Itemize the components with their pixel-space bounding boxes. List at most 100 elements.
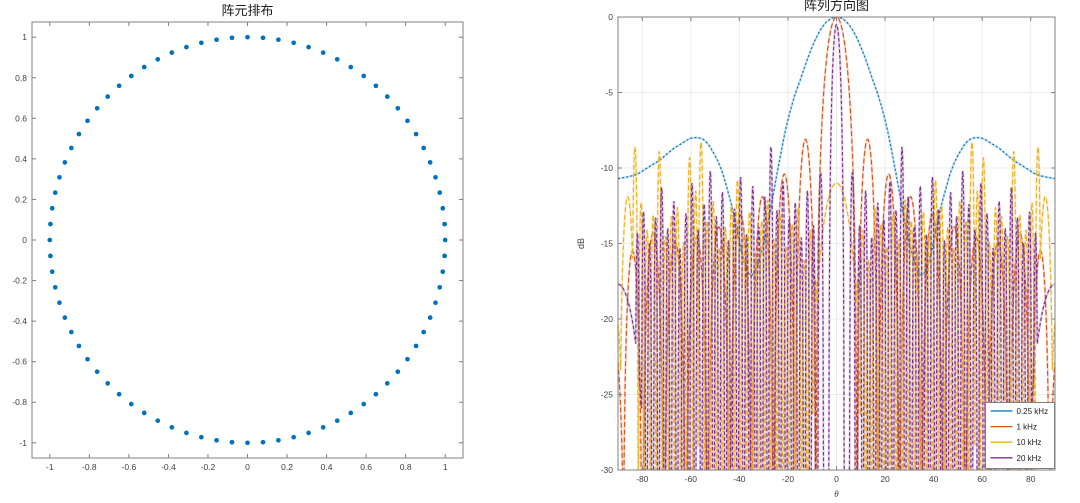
array-element-dot [260, 35, 266, 41]
legend-entry-label: 10 kHz [1017, 438, 1042, 447]
array-element-dot [421, 329, 427, 335]
array-element-dot [128, 73, 134, 79]
array-element-dot [68, 329, 74, 335]
array-element-dot [245, 440, 250, 446]
array-element-dot [141, 410, 147, 416]
array-element-dot [57, 174, 62, 180]
array-element-dot [49, 205, 55, 211]
x-tick-label: 0.8 [400, 462, 412, 472]
array-element-dot [48, 253, 53, 259]
array-element-dot [76, 343, 82, 349]
array-element-dot [198, 40, 204, 46]
array-pattern-frame: -80 -60 -40 -20 0 20 40 60 80 0 -5 -10 -15 -20 -25 -30 阵… [576, 0, 1056, 499]
array-element-dot [245, 34, 250, 40]
x-tick-label: 0.6 [360, 462, 372, 472]
array-element-dot [141, 64, 147, 70]
array-element-dot [320, 425, 326, 430]
array-element-dot [440, 269, 446, 275]
y-tick-label: -0.8 [12, 397, 27, 407]
series-line-1-khz [618, 17, 1055, 470]
array-element-dot [306, 430, 311, 436]
y-tick-label: -0.4 [12, 316, 27, 326]
y-tick-label: 0.8 [15, 73, 27, 83]
array-element-dot [229, 439, 235, 445]
x-tick-label: 60 [977, 474, 987, 484]
array-element-dot [48, 221, 53, 227]
array-element-dot [128, 401, 134, 407]
y-tick-label: 0 [22, 235, 27, 245]
y-tick-label: 0.2 [15, 194, 27, 204]
array-element-dot [291, 40, 297, 46]
array-element-dot [405, 356, 410, 362]
array-element-dot [361, 401, 367, 407]
y-tick-label: 0 [608, 12, 613, 22]
legend-entry-label: 1 kHz [1017, 423, 1037, 432]
x-tick-label: 0 [834, 474, 839, 484]
y-tick-label: -25 [601, 390, 614, 400]
array-element-dot [405, 118, 410, 124]
array-layout-frame: -1 -0.8 -0.6 -0.4 -0.2 0 0.2 0.4 0.6 0.8 1 -1 -0.8 -0… [12, 3, 464, 472]
array-element-dot [433, 174, 438, 180]
legend-entry-label: 20 kHz [1017, 454, 1042, 463]
x-tick-label: 0.2 [281, 462, 293, 472]
array-element-dot [49, 269, 55, 275]
array-element-dot [384, 94, 390, 99]
array-element-dot [373, 83, 379, 89]
x-tick-label: 0.4 [321, 462, 333, 472]
x-tick-label: -0.2 [201, 462, 216, 472]
array-element-dot [85, 118, 90, 124]
legend: 0.25 kHz 1 kHz 10 kHz 20 kHz [985, 402, 1055, 469]
array-element-dot [62, 315, 68, 320]
array-element-dot [413, 131, 419, 137]
x-tick-label: -20 [782, 474, 795, 484]
array-element-dot [169, 425, 175, 430]
y-tick-label: -15 [601, 239, 614, 249]
array-element-dot [198, 434, 204, 440]
y-tick-label: -30 [601, 465, 614, 475]
array-element-dot [413, 343, 419, 349]
y-tick-label: 0.6 [15, 113, 27, 123]
array-element-dot [291, 434, 297, 440]
y-tick-label: -0.2 [12, 276, 27, 286]
array-element-dot [260, 439, 266, 445]
y-tick-label: 0.4 [15, 154, 27, 164]
x-tick-label: -1 [46, 462, 54, 472]
x-tick-label: 0 [245, 462, 250, 472]
array-element-dot [184, 430, 189, 436]
x-tick-label: -60 [685, 474, 698, 484]
array-element-dot [361, 73, 367, 79]
array-element-dot [348, 410, 354, 416]
array-element-dot [52, 190, 58, 196]
series-line-20-khz [618, 23, 1055, 470]
array-element-dot [47, 237, 53, 243]
array-element-dot [348, 64, 354, 70]
y-tick-label: -5 [605, 88, 613, 98]
x-tick-label: -0.4 [161, 462, 176, 472]
y-axis-label: dB [576, 238, 586, 249]
array-element-dot [155, 418, 161, 424]
array-element-dot [442, 253, 447, 259]
array-element-dot [52, 284, 58, 290]
array-element-dot [105, 94, 111, 99]
array-element-dot [427, 315, 433, 320]
x-tick-label: 1 [443, 462, 448, 472]
array-element-dot [395, 369, 401, 375]
array-element-dot [169, 50, 175, 55]
array-element-dot [306, 44, 311, 50]
array-element-dot [184, 44, 189, 50]
x-tick-label: 40 [929, 474, 939, 484]
array-element-dot [320, 50, 326, 55]
y-tick-label: -20 [601, 314, 614, 324]
array-element-dot [373, 391, 379, 397]
array-element-dot [440, 205, 446, 211]
y-tick-label: -10 [601, 163, 614, 173]
array-element-dot [433, 300, 438, 306]
y-tick-label: -1 [19, 438, 27, 448]
array-element-dot [94, 369, 100, 375]
array-pattern-lines [618, 17, 1055, 470]
array-element-dot [276, 437, 281, 443]
x-tick-label: -80 [636, 474, 649, 484]
array-element-dot [427, 160, 433, 165]
